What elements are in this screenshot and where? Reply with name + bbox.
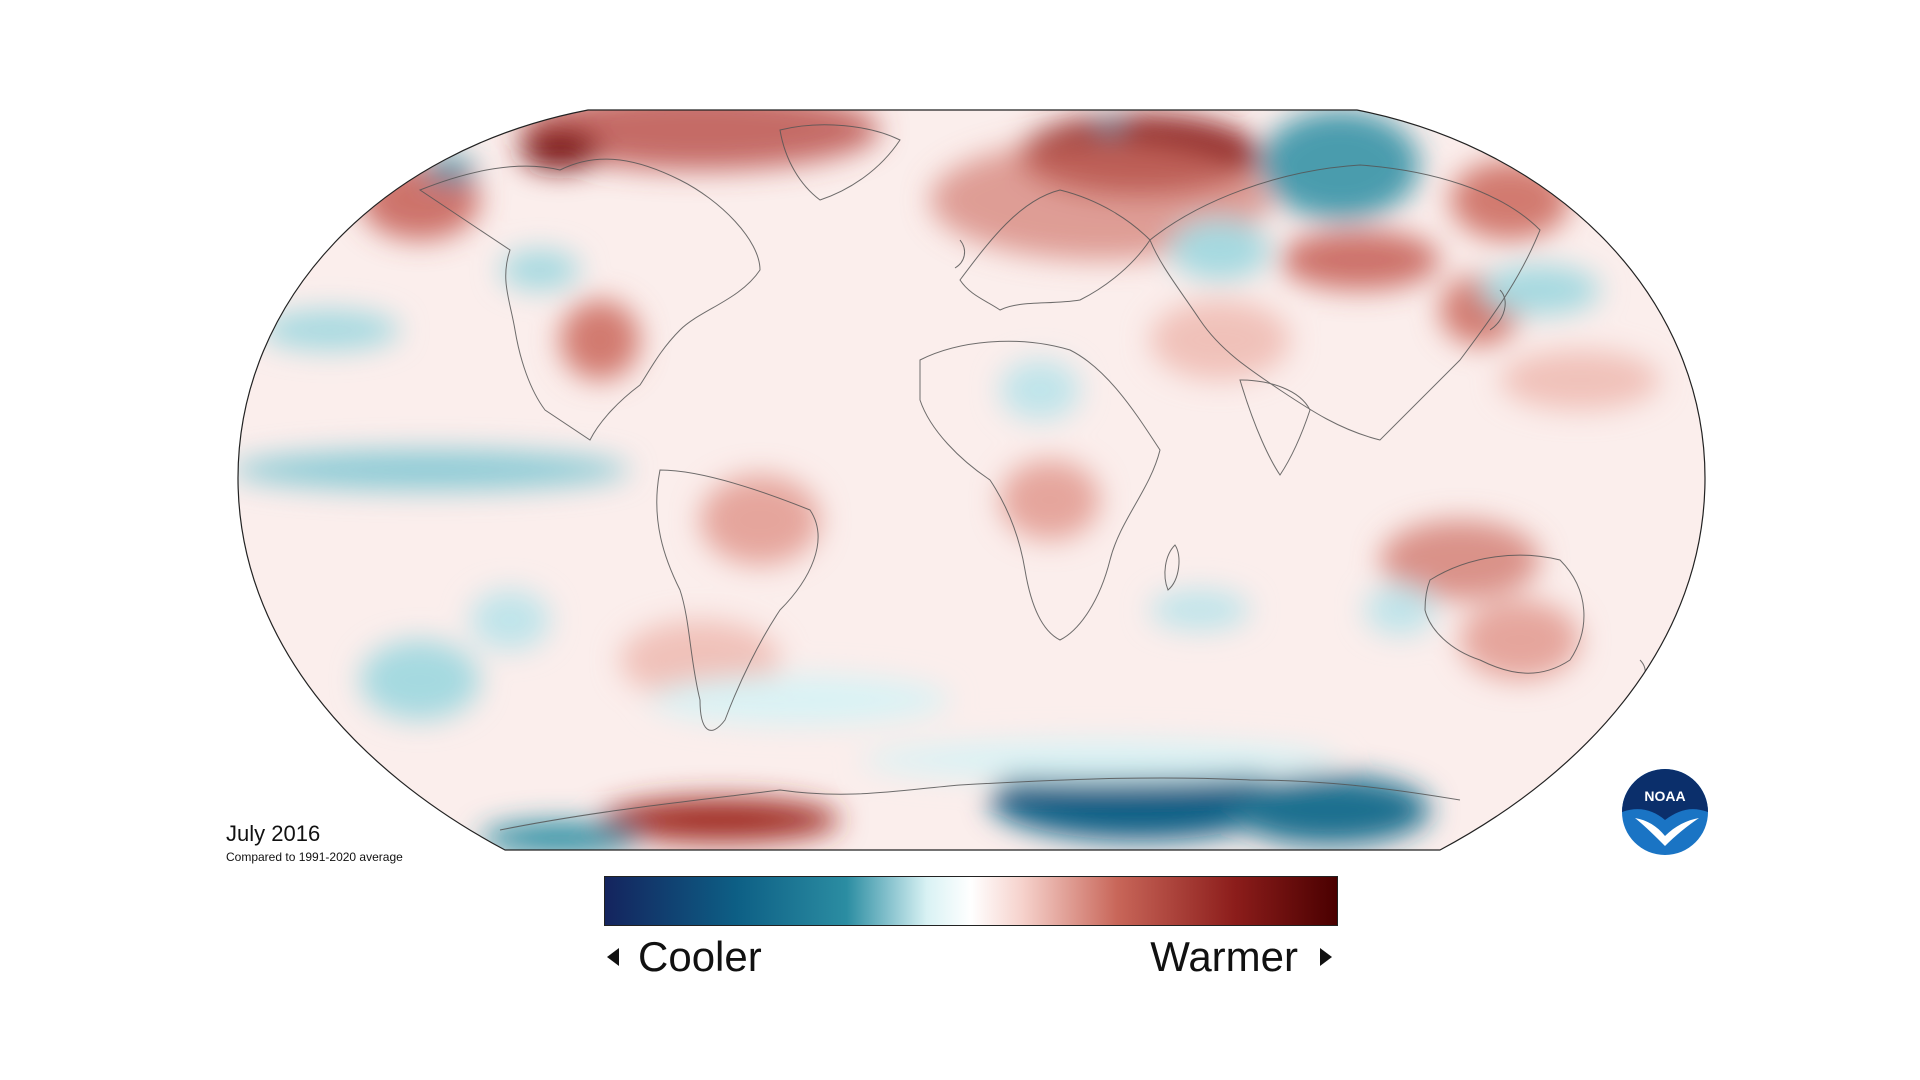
coastlines [418,124,1646,831]
legend-warmer-label: Warmer [1150,933,1298,980]
colorbar [604,876,1338,926]
noaa-logo-text: NOAA [1644,788,1685,804]
anomaly-field [238,110,1705,850]
noaa-logo-icon: NOAA [1622,769,1708,855]
caption-title: July 2016 [226,821,321,846]
legend-cooler-label: Cooler [638,933,762,980]
caption-subtitle: Compared to 1991-2020 average [226,850,403,864]
map-border [237,109,1706,851]
left-arrow-icon [607,948,619,966]
right-arrow-icon [1320,948,1332,966]
